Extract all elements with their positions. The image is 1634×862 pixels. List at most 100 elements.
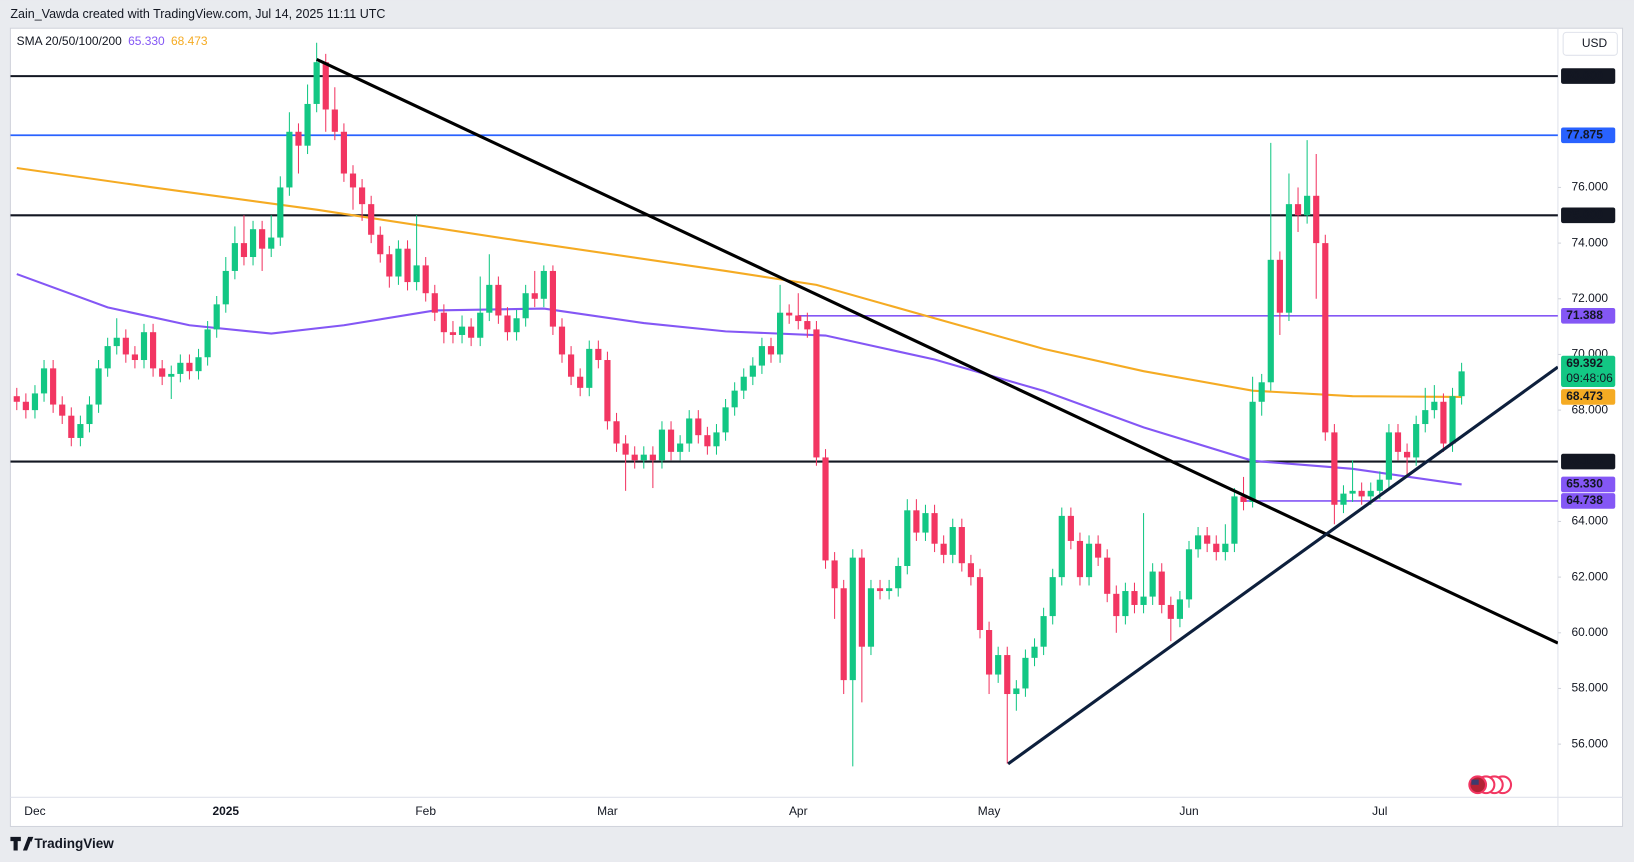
candle-body <box>677 443 684 452</box>
level-tag: 77.875 <box>1561 127 1616 144</box>
candle-body <box>1249 401 1256 502</box>
candle-body <box>522 293 529 319</box>
candle-body <box>822 457 829 561</box>
candle-body <box>1122 591 1129 617</box>
candle-body <box>95 368 102 405</box>
candle-body <box>640 454 647 461</box>
candle-body <box>713 432 720 447</box>
candle-body <box>649 454 656 461</box>
candle-body <box>922 513 929 533</box>
candle-body <box>558 326 566 355</box>
candle-body <box>440 312 447 333</box>
y-tick-label: 58.000 <box>1571 681 1608 695</box>
candle-body <box>222 270 229 305</box>
flags-icon <box>1468 775 1513 795</box>
candle-body <box>1040 616 1047 647</box>
candle-body <box>740 376 747 391</box>
candle-body <box>1176 599 1183 619</box>
currency[interactable]: USD <box>1582 36 1608 50</box>
candle-body <box>1067 515 1074 541</box>
candle-body <box>1149 571 1156 597</box>
candle-body <box>259 229 266 249</box>
candle-body <box>767 346 775 355</box>
indicator-name: SMA 20/50/100/200 <box>17 34 122 48</box>
x-tick-label: Dec <box>24 804 45 818</box>
candle-body <box>795 315 802 322</box>
candle-body <box>840 588 847 681</box>
plot-area <box>10 42 1558 767</box>
last-price-tag-bg <box>1561 355 1616 388</box>
candle-body <box>368 204 375 235</box>
candle-body <box>1304 195 1311 216</box>
candle-body <box>976 577 984 631</box>
x-tick-label: Jun <box>1179 804 1198 818</box>
level-tag: 66.153 <box>1561 454 1616 470</box>
candle-body <box>413 265 420 283</box>
candle-body <box>1422 410 1429 425</box>
candle-body <box>913 510 920 533</box>
candle-body <box>1340 493 1347 505</box>
candle-body <box>13 396 20 402</box>
candle-body <box>1113 593 1120 617</box>
candle-body <box>404 248 411 283</box>
x-tick-label: Feb <box>415 804 436 818</box>
candle-body <box>995 655 1002 675</box>
candle-body <box>1367 490 1374 497</box>
candle-body <box>695 418 702 436</box>
candle-body <box>1140 596 1147 605</box>
candle-body <box>22 401 29 411</box>
candle-body <box>1076 540 1084 578</box>
candle-body <box>131 354 139 361</box>
candle-body <box>313 62 320 104</box>
candle-body <box>1294 204 1302 216</box>
candle-body <box>168 373 175 377</box>
level-tag: 71.388 <box>1561 308 1616 324</box>
level-tag-bg <box>1561 207 1616 224</box>
candle-body <box>40 368 48 394</box>
candle-body <box>340 131 348 174</box>
y-tick-label: 76.000 <box>1571 180 1608 194</box>
sma-tag: 65.330 <box>1561 477 1616 493</box>
candle-body <box>231 243 238 271</box>
level-tag-text: 80.000 <box>1566 68 1603 82</box>
x-tick-label: May <box>978 804 1001 818</box>
candle-body <box>477 312 484 338</box>
x-tick-label: Jul <box>1372 804 1387 818</box>
candle-body <box>631 454 638 461</box>
candle-body <box>304 103 311 146</box>
candle-body <box>540 270 547 299</box>
axes: 56.00058.00060.00062.00064.00068.00070.0… <box>24 68 1616 818</box>
candle-body <box>749 365 756 377</box>
candle-body <box>177 362 184 374</box>
last-price-tag-text: 69.392 <box>1566 356 1603 370</box>
candle-body <box>722 407 729 433</box>
level-tag: 64.738 <box>1561 493 1616 509</box>
candle-body <box>1158 571 1165 605</box>
candle-body <box>613 421 620 444</box>
level-tag-text: 75.000 <box>1566 207 1603 221</box>
currency-button[interactable] <box>1562 31 1618 56</box>
x-tick-label: Mar <box>597 804 618 818</box>
candle-body <box>622 443 629 455</box>
sma-tag-text: 65.330 <box>1566 477 1603 491</box>
candle-body <box>1095 543 1102 558</box>
level-tag-bg <box>1561 68 1616 84</box>
level-tag-bg <box>1561 493 1616 509</box>
candle-body <box>1185 549 1193 600</box>
candle-body <box>1013 688 1020 695</box>
candle-body <box>858 557 865 647</box>
candle-body <box>1104 557 1111 594</box>
candle-body <box>967 563 975 578</box>
candle-body <box>831 560 838 589</box>
candle-body <box>731 390 738 408</box>
y-tick-label: 68.000 <box>1571 402 1608 416</box>
sma-tag-text: 68.473 <box>1566 389 1603 403</box>
candle-body <box>104 346 111 369</box>
candle-body <box>1440 401 1447 444</box>
sma-tag: 68.473 <box>1561 389 1616 405</box>
candle-body <box>204 329 211 358</box>
candle-body <box>240 243 248 258</box>
candle-body <box>504 315 511 333</box>
footer-text: TradingView <box>34 836 114 851</box>
level-tag-bg <box>1561 308 1616 324</box>
